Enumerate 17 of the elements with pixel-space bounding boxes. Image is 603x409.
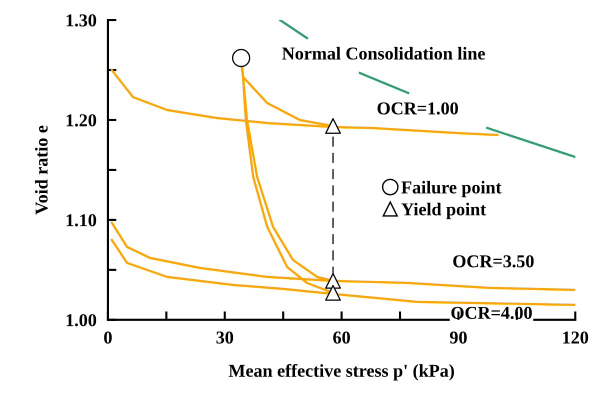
y-tick-label: 1.00: [66, 314, 96, 326]
annotation: OCR=4.00: [451, 306, 532, 320]
x-tick-label: 90: [450, 331, 467, 344]
x-axis-title: Mean effective stress p' (kPa): [228, 364, 454, 381]
y-tick-label: 1.10: [66, 214, 96, 226]
annotation: OCR=1.00: [378, 102, 458, 115]
annotation: OCR=3.50: [453, 255, 534, 268]
x-tick-label: 120: [563, 331, 588, 344]
legend-label: Failure point: [401, 180, 502, 198]
y-tick-label: 1.30: [66, 14, 96, 27]
y-axis-title: Void ratio e: [34, 126, 48, 215]
x-tick-label: 0: [104, 331, 112, 344]
y-tick-label: 1.20: [66, 114, 96, 126]
annotation: Normal Consolidation line: [282, 46, 485, 60]
x-tick-label: 60: [333, 331, 350, 344]
x-tick-label: 30: [216, 331, 234, 344]
legend-label: Yield point: [401, 202, 486, 220]
